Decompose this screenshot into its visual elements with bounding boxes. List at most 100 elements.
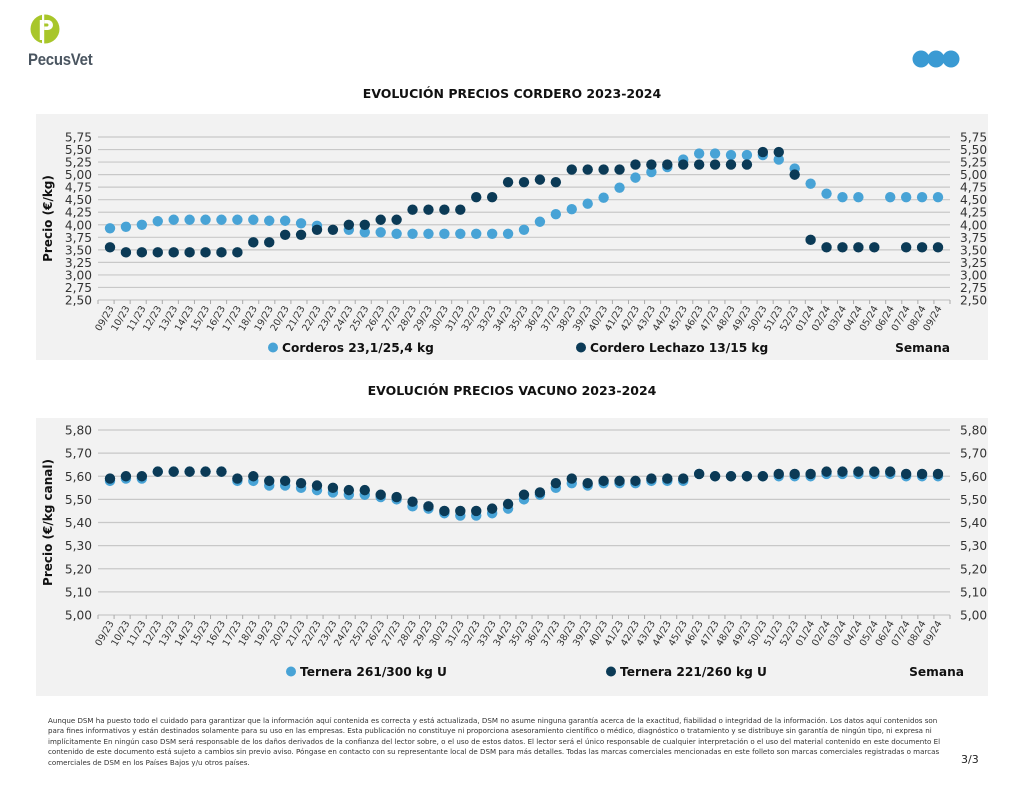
data-point <box>678 159 689 170</box>
data-point <box>598 164 609 175</box>
y-tick-label: 3,75 <box>65 231 92 245</box>
data-point <box>407 496 418 507</box>
y-tick-label: 4,00 <box>960 218 987 232</box>
data-point <box>248 471 259 482</box>
data-point <box>534 487 546 498</box>
data-point <box>232 473 243 484</box>
data-point <box>646 473 657 484</box>
data-point <box>216 466 227 477</box>
y-tick-label: 5,50 <box>65 493 92 507</box>
y-axis-title: Precio (€/kg canal) <box>41 459 55 586</box>
data-point <box>885 466 896 477</box>
y-tick-label: 3,50 <box>65 243 92 257</box>
data-point <box>582 477 593 489</box>
data-point <box>184 247 195 258</box>
data-point <box>471 228 482 239</box>
legend-marker <box>286 666 296 677</box>
data-point <box>534 216 546 227</box>
data-point <box>789 468 800 480</box>
data-point <box>295 477 307 489</box>
y-tick-label: 4,25 <box>960 206 987 220</box>
y-tick-label: 5,30 <box>65 539 92 553</box>
data-point <box>693 159 705 170</box>
data-point <box>471 505 482 517</box>
data-point <box>518 489 530 500</box>
data-point <box>932 191 944 203</box>
data-point <box>136 219 148 230</box>
data-point <box>200 247 211 258</box>
data-point <box>518 224 530 235</box>
data-point <box>375 489 386 500</box>
data-point <box>900 191 912 203</box>
y-tick-label: 5,00 <box>65 609 92 623</box>
data-point <box>837 242 848 253</box>
x-axis-title: Semana <box>909 665 964 679</box>
data-point <box>168 214 179 225</box>
data-point <box>566 164 577 175</box>
data-point <box>693 468 705 480</box>
pecusvet-logo: PecusVet <box>28 14 93 72</box>
brand-name: PecusVet <box>28 50 93 69</box>
data-point <box>614 164 625 175</box>
data-point <box>200 214 211 225</box>
data-point <box>678 473 689 484</box>
data-point <box>359 219 370 230</box>
data-point <box>407 228 418 239</box>
data-point <box>550 176 562 188</box>
legend-label: Cordero Lechazo 13/15 kg <box>590 341 768 355</box>
legend-label: Corderos 23,1/25,4 kg <box>282 341 434 355</box>
legend: Corderos 23,1/25,4 kg Cordero Lechazo 13/… <box>268 341 950 355</box>
data-point <box>614 182 625 193</box>
data-point <box>120 221 132 232</box>
legend-label: Ternera 221/260 kg U <box>620 665 767 679</box>
data-point <box>853 242 864 253</box>
data-point <box>311 224 323 235</box>
chart-vacuno: 5,005,105,205,305,405,505,605,705,805,00… <box>41 424 987 680</box>
data-point <box>359 227 370 238</box>
data-point <box>375 227 386 238</box>
y-axis-right: 2,502,753,003,253,503,754,004,254,504,75… <box>960 131 987 308</box>
y-tick-label: 4,75 <box>960 181 987 195</box>
y-tick-label: 4,50 <box>65 193 92 207</box>
y-tick-label: 2,50 <box>960 294 987 308</box>
data-point <box>662 159 673 170</box>
data-point <box>662 473 673 484</box>
data-point <box>343 484 355 496</box>
data-point <box>518 176 530 188</box>
data-point <box>264 475 275 487</box>
data-point <box>120 471 132 482</box>
x-axis: 09/2310/2311/2312/2313/2314/2315/2316/23… <box>93 300 951 333</box>
gridlines <box>98 429 950 616</box>
page-number: 3/3 <box>961 753 979 766</box>
data-point <box>709 148 721 159</box>
pecusvet-logo-icon <box>30 14 60 44</box>
data-point <box>709 159 721 170</box>
data-point <box>789 169 800 180</box>
data-point <box>757 471 769 482</box>
y-tick-label: 5,60 <box>65 470 92 484</box>
y-tick-label: 5,30 <box>960 539 987 553</box>
y-axis-left: 5,00 5,10 5,20 5,30 5,40 5,50 5,60 5,70 5,80 <box>65 424 92 623</box>
data-point <box>455 228 466 239</box>
data-point <box>439 228 450 239</box>
data-point <box>455 204 466 215</box>
x-axis-title: Semana <box>895 341 950 355</box>
y-tick-label: 5,60 <box>960 470 987 484</box>
y-tick-label: 4,00 <box>65 218 92 232</box>
data-point <box>471 191 482 203</box>
data-point <box>502 176 514 188</box>
data-point <box>423 204 434 215</box>
data-point <box>216 214 227 225</box>
data-point <box>757 146 769 158</box>
data-point <box>869 242 880 253</box>
data-point <box>248 214 259 225</box>
y-tick-label: 5,70 <box>960 447 987 461</box>
data-point <box>455 505 466 517</box>
data-point <box>439 204 450 215</box>
data-point <box>248 237 259 248</box>
y-tick-label: 5,25 <box>65 156 92 170</box>
data-point <box>311 480 323 491</box>
data-point <box>295 218 307 229</box>
data-point <box>773 468 784 480</box>
data-point <box>486 503 498 514</box>
